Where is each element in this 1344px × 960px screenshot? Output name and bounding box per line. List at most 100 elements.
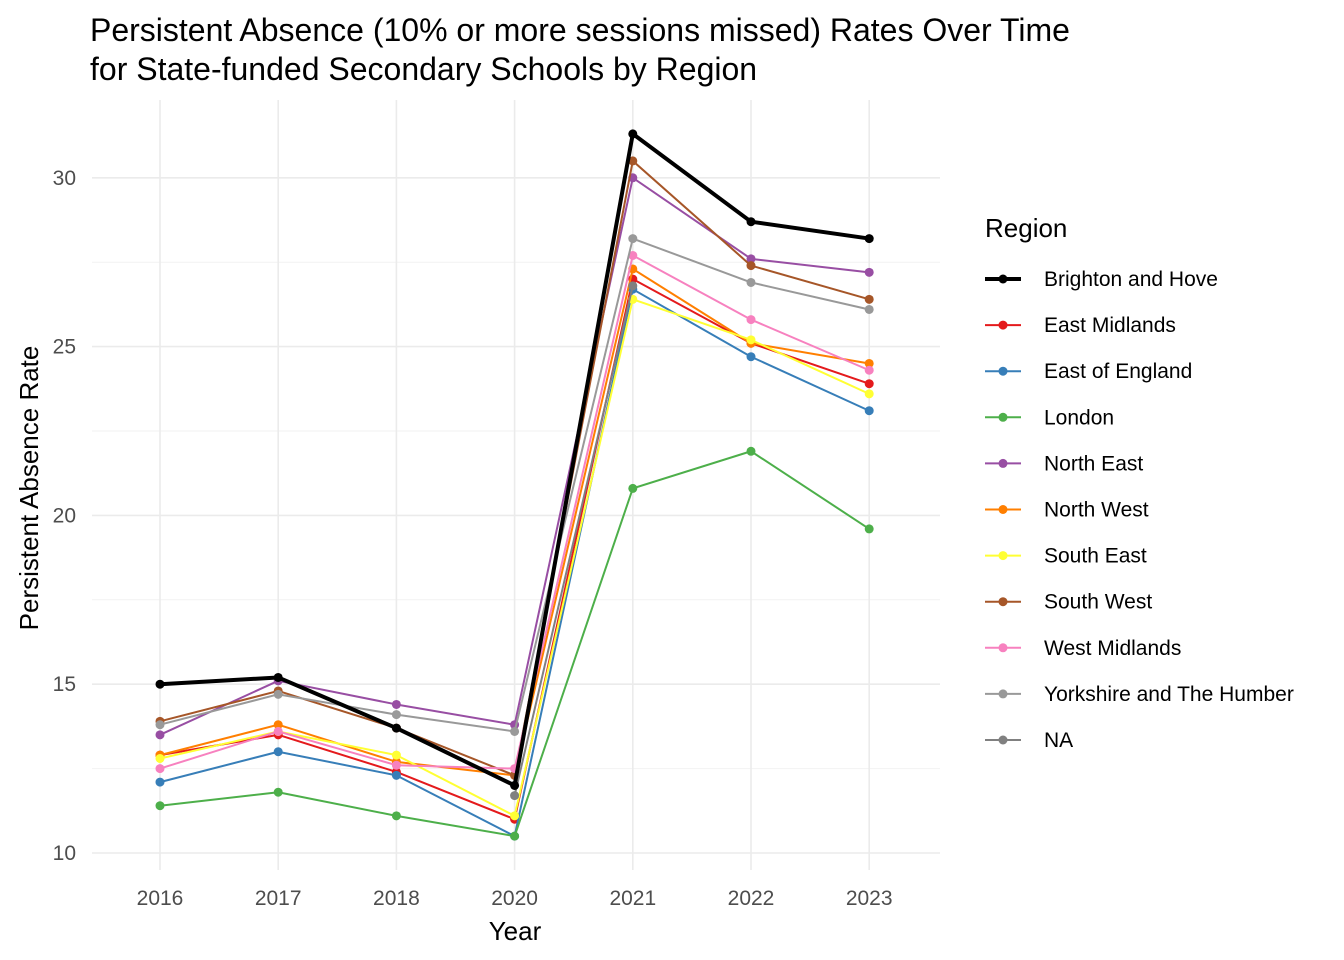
data-point — [628, 234, 638, 244]
x-tick-label: 2017 — [255, 887, 302, 910]
series-yorkshire-and-the-humber — [155, 234, 874, 736]
data-point — [864, 365, 874, 375]
data-point — [628, 129, 638, 139]
legend-item: North East — [985, 452, 1143, 475]
legend-key-point — [998, 597, 1008, 607]
legend-item: NA — [985, 729, 1073, 752]
data-point — [628, 156, 638, 166]
data-point — [273, 787, 283, 797]
data-point — [273, 672, 283, 682]
data-point — [510, 780, 520, 790]
data-point — [864, 234, 874, 244]
legend-item: East of England — [985, 360, 1192, 383]
legend-title: Region — [985, 213, 1067, 243]
series-line — [513, 285, 634, 796]
x-tick-label: 2020 — [491, 887, 538, 910]
series-west-midlands — [155, 250, 874, 774]
data-point — [510, 726, 520, 736]
legend-key-point — [998, 412, 1008, 422]
data-point — [864, 389, 874, 399]
data-point — [864, 379, 874, 389]
x-axis-title: Year — [489, 916, 542, 946]
data-point — [155, 720, 165, 730]
legend-label: North West — [1044, 499, 1149, 522]
series-brighton-and-hove — [155, 129, 874, 790]
legend-key-point — [998, 643, 1008, 653]
legend-item: London — [985, 406, 1114, 429]
data-point — [391, 770, 401, 780]
data-point — [155, 679, 165, 689]
x-tick-label: 2021 — [609, 887, 656, 910]
data-point — [391, 750, 401, 760]
legend-item: South West — [985, 591, 1152, 614]
y-axis-title: Persistent Absence Rate — [14, 346, 44, 631]
data-point — [864, 294, 874, 304]
data-point — [510, 811, 520, 821]
data-point — [746, 315, 756, 325]
legend-item: Yorkshire and The Humber — [985, 683, 1294, 706]
legend-label: Brighton and Hove — [1044, 268, 1218, 291]
legend-item: East Midlands — [985, 314, 1176, 337]
data-point — [746, 446, 756, 456]
data-point — [391, 723, 401, 733]
x-tick-label: 2016 — [137, 887, 184, 910]
x-tick-label: 2022 — [728, 887, 775, 910]
data-point — [155, 753, 165, 763]
data-point — [864, 406, 874, 416]
legend-key-point — [998, 735, 1008, 745]
data-point — [746, 335, 756, 345]
data-point — [746, 217, 756, 227]
data-point — [391, 699, 401, 709]
legend-label: East Midlands — [1044, 314, 1176, 337]
chart-title-line-1: Persistent Absence (10% or more sessions… — [90, 12, 1070, 48]
data-point — [155, 801, 165, 811]
legend-label: Yorkshire and The Humber — [1044, 683, 1294, 706]
legend-item: North West — [985, 499, 1149, 522]
series-na — [510, 281, 638, 801]
data-point — [391, 710, 401, 720]
legend-item: South East — [985, 545, 1147, 568]
data-point — [391, 811, 401, 821]
data-point — [155, 764, 165, 774]
gridlines — [92, 100, 940, 870]
y-tick-label: 10 — [53, 842, 76, 865]
legend-key-point — [998, 320, 1008, 330]
data-point — [746, 277, 756, 287]
data-point — [864, 524, 874, 534]
legend-label: London — [1044, 406, 1114, 429]
y-tick-label: 25 — [53, 336, 76, 359]
data-point — [864, 358, 874, 368]
x-axis-ticks: 2016 2017 2018 2020 2021 2022 2023 — [137, 887, 893, 910]
legend-label: NA — [1044, 729, 1073, 752]
data-point — [273, 689, 283, 699]
y-tick-label: 20 — [53, 504, 76, 527]
legend-label: West Midlands — [1044, 637, 1181, 660]
legend-key-point — [998, 274, 1008, 284]
data-point — [628, 250, 638, 260]
data-point — [155, 777, 165, 787]
legend-key-point — [998, 458, 1008, 468]
legend-key-point — [998, 551, 1008, 561]
legend-key-point — [998, 366, 1008, 376]
data-point — [864, 267, 874, 277]
y-axis-ticks: 10 15 20 25 30 — [53, 167, 76, 865]
data-point — [391, 760, 401, 770]
data-point — [864, 304, 874, 314]
legend-label: South West — [1044, 591, 1152, 614]
data-point — [510, 831, 520, 841]
legend-label: South East — [1044, 545, 1147, 568]
x-tick-label: 2023 — [846, 887, 893, 910]
data-point — [746, 352, 756, 362]
data-point — [628, 281, 638, 291]
data-point — [273, 726, 283, 736]
y-tick-label: 30 — [53, 167, 76, 190]
data-point — [746, 254, 756, 264]
legend-label: North East — [1044, 452, 1143, 475]
y-tick-label: 15 — [53, 673, 76, 696]
data-point — [628, 483, 638, 493]
chart-title-line-2: for State-funded Secondary Schools by Re… — [90, 51, 757, 87]
data-point — [273, 720, 283, 730]
data-point — [746, 261, 756, 271]
series-london — [155, 446, 874, 841]
